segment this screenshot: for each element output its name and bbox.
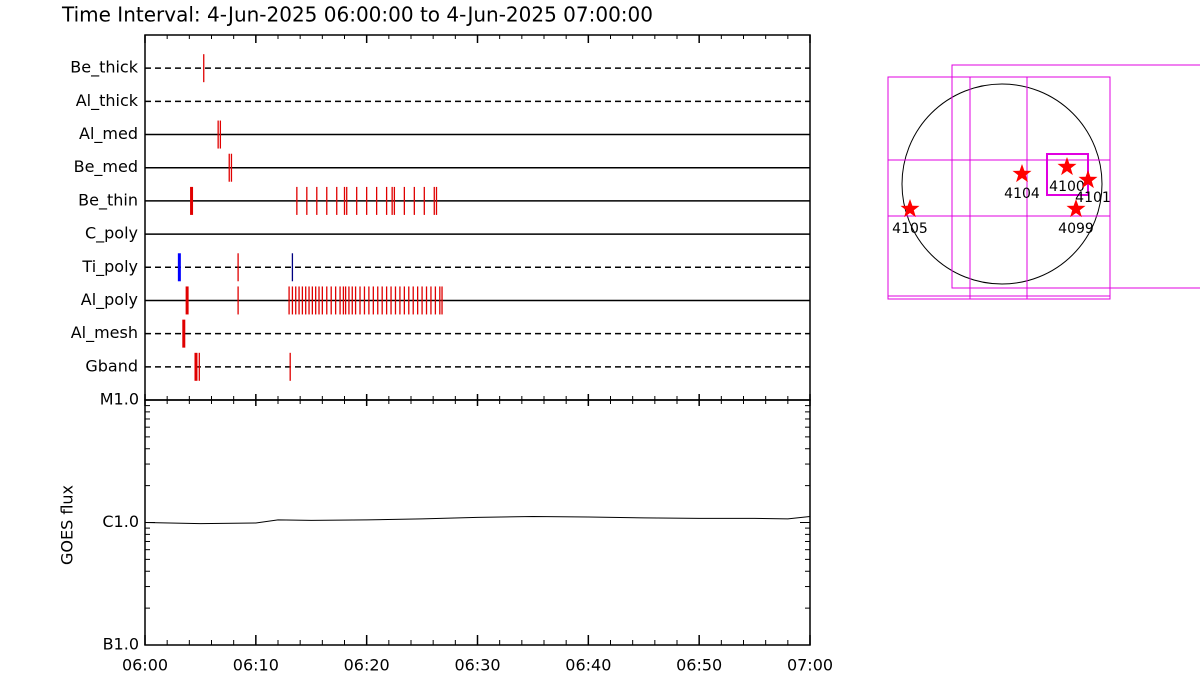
filter-label: Gband (85, 356, 138, 375)
filter-panel (144, 34, 811, 401)
filter-label: Be_thick (70, 58, 138, 78)
x-tick-label: 06:40 (565, 656, 611, 675)
fov-box (951, 64, 1200, 289)
filter-label: Ti_poly (81, 257, 138, 277)
solar-limb (901, 83, 1103, 285)
x-tick-label: 06:20 (344, 656, 390, 675)
y-tick-label: M1.0 (100, 390, 139, 409)
region-label: 4104 (1004, 186, 1040, 202)
region-label: 4105 (892, 221, 928, 237)
active-region (1066, 199, 1086, 218)
active-region (1078, 170, 1098, 189)
filter-label: Al_poly (81, 290, 138, 310)
filter-label: Al_thick (76, 91, 139, 111)
goes-panel (144, 399, 811, 646)
x-tick-label: 06:30 (454, 656, 500, 675)
region-label: 4100 (1049, 179, 1085, 195)
region-label: 4099 (1058, 221, 1094, 237)
active-region (1057, 157, 1077, 176)
x-tick-label: 06:10 (233, 656, 279, 675)
filter-label: Al_mesh (71, 323, 138, 343)
filter-label: C_poly (85, 224, 138, 244)
chart-title: Time Interval: 4-Jun-2025 06:00:00 to 4-… (61, 3, 653, 27)
sun-map (887, 64, 1200, 300)
filter-label: Be_med (74, 157, 138, 177)
goes-curve (144, 515, 811, 525)
filter-label: Al_med (79, 124, 138, 144)
y-tick-label: B1.0 (103, 635, 139, 654)
y-axis-label: GOES flux (58, 485, 77, 565)
fov-box (887, 76, 1111, 300)
active-region (1012, 164, 1032, 183)
x-tick-label: 07:00 (787, 656, 833, 675)
y-tick-label: C1.0 (102, 512, 139, 531)
x-tick-label: 06:50 (676, 656, 722, 675)
filter-label: Be_thin (78, 190, 138, 210)
active-region (900, 199, 920, 218)
x-tick-label: 06:00 (122, 656, 168, 675)
region-label: 4101 (1075, 190, 1111, 206)
